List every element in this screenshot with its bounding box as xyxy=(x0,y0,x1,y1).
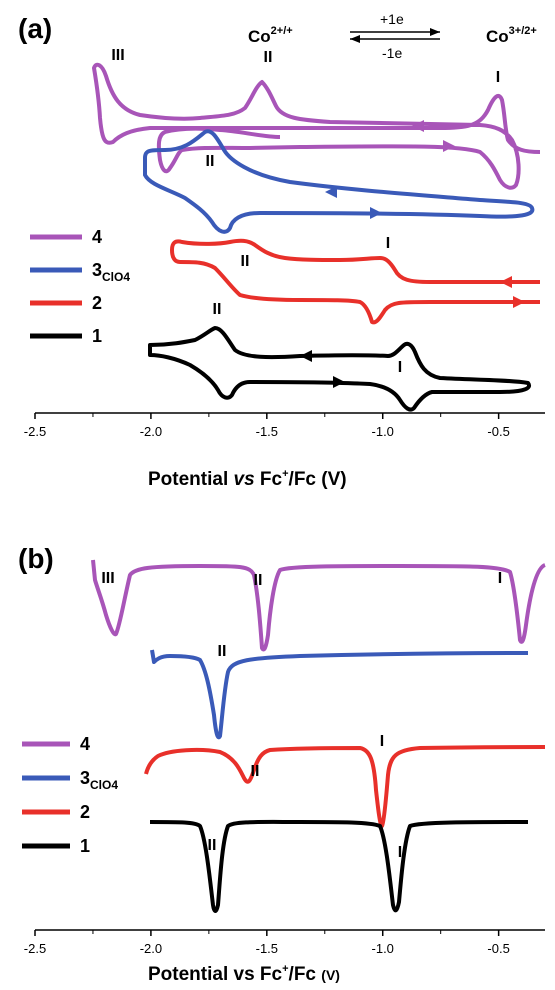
cv-1-scan-arrow-1 xyxy=(300,350,312,362)
legend-label: 2 xyxy=(92,293,102,313)
legend-label: 4 xyxy=(92,227,102,247)
panel-b-label: (b) xyxy=(18,543,54,574)
dpv-trace-3 xyxy=(150,649,529,740)
peak-label: II xyxy=(213,301,222,318)
x-tick-label: -2.5 xyxy=(24,424,46,439)
panel-a-legend: 4 3ClO4 2 1 xyxy=(30,227,130,346)
electron-transfer-arrows: +1e -1e xyxy=(350,11,440,61)
peak-label: I xyxy=(386,235,390,252)
panel-a-cyclic-voltammogram: (a) Co2+/+ Co3+/2+ +1e -1e III IIIIIIIIII… xyxy=(18,11,545,490)
peak-label: II xyxy=(241,253,250,270)
x-tick-label: -2.0 xyxy=(140,424,162,439)
peak-label: II xyxy=(208,837,217,854)
x-tick-label: -1.5 xyxy=(256,941,278,956)
panel-a-x-axis-title: Potential vs Fc+/Fc (V) xyxy=(148,468,347,490)
cv-trace-2 xyxy=(170,238,541,325)
panel-a-label: (a) xyxy=(18,13,52,44)
peak-label: II xyxy=(218,643,227,660)
x-tick-label: -1.0 xyxy=(372,941,394,956)
minus-one-electron-label: -1e xyxy=(382,45,402,61)
peak-label: II xyxy=(254,572,263,589)
x-tick-label: -1.0 xyxy=(372,424,394,439)
peak-label: II xyxy=(206,153,215,170)
peak-label: I xyxy=(380,733,384,750)
plus-one-electron-label: +1e xyxy=(380,11,404,27)
cv-2-scan-arrow-2 xyxy=(513,296,525,308)
panel-b-x-axis-title: Potential vs Fc+/Fc (V) xyxy=(148,963,340,985)
reverse-arrowhead xyxy=(350,35,360,43)
cv-1-scan-arrow-2 xyxy=(333,376,345,388)
cv-4-scan-arrow-2 xyxy=(443,140,455,152)
cv-trace-1 xyxy=(148,326,531,412)
cv-3-scan-arrow-1 xyxy=(325,186,337,198)
legend-label: 3ClO4 xyxy=(80,768,118,792)
peak-label: I xyxy=(498,570,502,587)
peak-label: II xyxy=(251,763,260,780)
x-tick-label: -2.0 xyxy=(140,941,162,956)
cv-trace-4 xyxy=(92,62,541,190)
peak-label: III xyxy=(101,570,114,587)
legend-label: 3ClO4 xyxy=(92,260,130,284)
legend-label: 4 xyxy=(80,734,90,754)
x-tick-label: -1.5 xyxy=(256,424,278,439)
panel-a-x-axis: -2.5 -2.0 -1.5 -1.0 -0.5 xyxy=(24,412,545,439)
forward-arrowhead xyxy=(430,28,440,36)
peak-label: III xyxy=(111,47,124,64)
peak-label: II xyxy=(264,49,273,66)
cv-trace-3 xyxy=(143,129,535,234)
x-tick-label: -2.5 xyxy=(24,941,46,956)
peak-label: I xyxy=(398,359,402,376)
cv-2-scan-arrow-1 xyxy=(500,276,512,288)
cv-3-scan-arrow-2 xyxy=(370,207,382,219)
panel-b-x-axis: -2.5 -2.0 -1.5 -1.0 -0.5 xyxy=(24,929,545,956)
x-tick-label: -0.5 xyxy=(487,941,509,956)
peak-label: I xyxy=(496,69,500,86)
legend-label: 1 xyxy=(92,326,102,346)
dpv-trace-4 xyxy=(91,559,547,652)
x-tick-label: -0.5 xyxy=(487,424,509,439)
peak-label: I xyxy=(398,844,402,861)
co-2-1-couple-label: Co2+/+ xyxy=(248,25,293,46)
dpv-trace-1 xyxy=(149,819,529,913)
panel-b-legend: 4 3ClO4 2 1 xyxy=(22,734,118,856)
co-3-2-couple-label: Co3+/2+ xyxy=(486,25,537,46)
legend-label: 1 xyxy=(80,836,90,856)
legend-label: 2 xyxy=(80,802,90,822)
cv-4-scan-arrow-1 xyxy=(412,120,424,132)
dpv-trace-2 xyxy=(144,745,546,828)
